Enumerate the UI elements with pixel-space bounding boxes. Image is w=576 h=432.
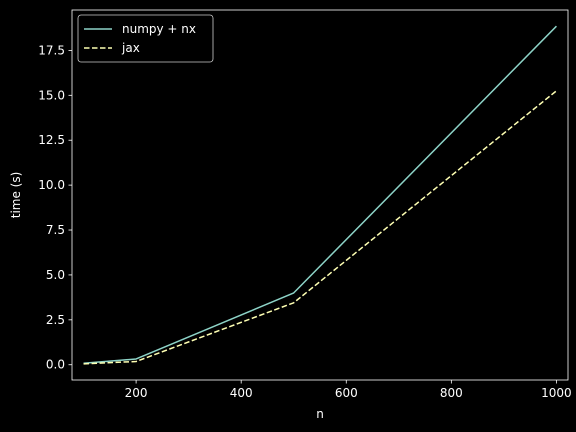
x-tick-label: 200	[125, 386, 148, 400]
y-tick-label: 5.0	[46, 268, 65, 282]
x-tick-label: 400	[230, 386, 253, 400]
y-tick-label: 2.5	[46, 313, 65, 327]
legend-label-jax: jax	[121, 41, 140, 55]
y-axis: 0.0 2.5 5.0 7.5 10.0 12.5 15.0 17.5	[38, 43, 72, 372]
y-tick-label: 12.5	[38, 133, 65, 147]
x-tick-label: 600	[335, 386, 358, 400]
series-line-0	[83, 25, 557, 365]
y-tick-label: 7.5	[46, 223, 65, 237]
y-tick-label: 10.0	[38, 178, 65, 192]
legend-box	[77, 14, 214, 63]
legend: numpy + nx jax	[77, 14, 214, 63]
x-axis: 200 400 600 800 1000	[125, 380, 572, 400]
series-line-1	[83, 90, 557, 365]
y-tick-label: 15.0	[38, 88, 65, 102]
x-axis-label: n	[316, 407, 324, 421]
series-layer	[83, 25, 557, 365]
plot-frame	[71, 9, 569, 381]
y-axis-label: time (s)	[9, 172, 23, 219]
legend-label-numpy-nx: numpy + nx	[122, 22, 196, 36]
x-tick-label: 1000	[541, 386, 572, 400]
y-tick-label: 17.5	[38, 43, 65, 57]
y-tick-label: 0.0	[46, 358, 65, 372]
x-tick-label: 800	[440, 386, 463, 400]
